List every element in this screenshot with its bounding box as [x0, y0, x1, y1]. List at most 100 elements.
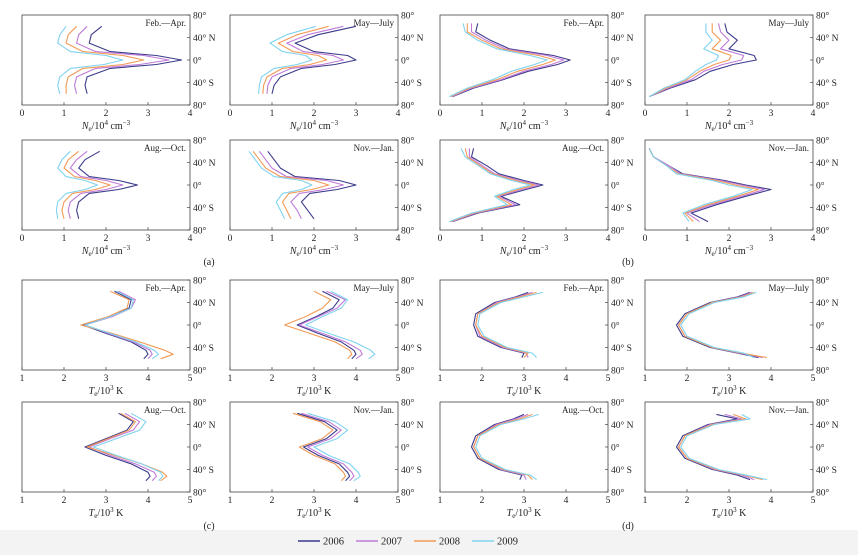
series-line-2007 [678, 291, 763, 359]
series-line-2006 [452, 23, 571, 98]
y-tick-label: 40° S [816, 203, 837, 214]
x-tick-label: 0 [228, 234, 233, 244]
y-tick-label: 40° S [193, 78, 214, 89]
y-tick-label: 0° [816, 56, 825, 67]
y-tick-label: 80° [816, 276, 830, 287]
x-tick-label: 5 [188, 374, 193, 384]
y-tick-label: 40° N [816, 33, 839, 44]
x-tick-label: 0 [228, 109, 233, 119]
y-tick-label: 40° S [816, 78, 837, 89]
y-tick-label: 80° [193, 101, 207, 112]
series-line-2007 [67, 150, 124, 219]
legend-label-2006: 2006 [323, 537, 344, 548]
y-tick-label: 0° [816, 321, 825, 332]
x-tick-label: 2 [685, 496, 690, 506]
y-tick-label: 40° S [816, 343, 837, 354]
y-tick-label: 40° S [611, 78, 632, 89]
x-tick-label: 1 [270, 234, 275, 244]
y-tick-label: 40° N [401, 158, 424, 169]
y-tick-label: 40° N [193, 298, 216, 309]
season-label: May—July [354, 283, 395, 293]
panel-frame [644, 279, 814, 371]
x-tick-label: 3 [146, 109, 151, 119]
x-tick-label: 2 [522, 234, 527, 244]
y-tick-label: 80° [401, 11, 415, 22]
series-line-2009 [680, 291, 757, 359]
series-line-2009 [449, 148, 531, 223]
x-axis-label: Ne​/104​ cm−3​ [81, 244, 131, 258]
y-tick-label: 0° [611, 181, 620, 192]
x-axis-label: Ne​/104​ cm−3​ [704, 244, 754, 258]
legend: 2006 2007 2008 2009 [298, 537, 518, 548]
season-label: Nov.—Jan. [354, 405, 394, 415]
x-tick-label: 3 [354, 109, 359, 119]
x-axis-label: Te​/103​ K [89, 384, 124, 398]
x-axis-label: Te​/103​ K [507, 384, 542, 398]
y-tick-label: 40° S [401, 465, 422, 476]
x-tick-label: 3 [769, 234, 774, 244]
x-tick-label: 3 [769, 109, 774, 119]
y-tick-label: 40° S [611, 343, 632, 354]
season-label: Nov.—Jan. [354, 143, 394, 153]
y-tick-label: 0° [193, 443, 202, 454]
x-tick-label: 3 [354, 234, 359, 244]
x-tick-label: 1 [643, 496, 648, 506]
series-line-2009 [248, 150, 313, 220]
x-tick-label: 4 [811, 234, 816, 244]
y-tick-label: 80° [611, 11, 625, 22]
x-tick-label: 4 [606, 109, 611, 119]
x-tick-label: 1 [62, 109, 67, 119]
y-tick-label: 80° [401, 488, 415, 499]
x-tick-label: 4 [146, 374, 151, 384]
y-tick-label: 40° N [193, 33, 216, 44]
x-tick-label: 1 [270, 109, 275, 119]
x-tick-label: 2 [480, 496, 485, 506]
season-label: Aug.—Oct. [562, 143, 604, 153]
x-tick-label: 1 [228, 374, 233, 384]
y-tick-label: 0° [816, 181, 825, 192]
x-tick-label: 3 [522, 496, 527, 506]
y-tick-label: 80° [401, 101, 415, 112]
y-tick-label: 80° [611, 488, 625, 499]
x-tick-label: 0 [643, 109, 648, 119]
series-line-2007 [258, 150, 344, 220]
x-tick-label: 2 [104, 109, 109, 119]
series-line-2008 [450, 148, 536, 223]
series-line-2009 [475, 413, 539, 481]
y-tick-label: 40° S [611, 203, 632, 214]
x-tick-label: 2 [685, 374, 690, 384]
x-axis-label: Te​/103​ K [89, 506, 124, 520]
group-label-d: (d) [622, 521, 634, 532]
series-line-2006 [82, 290, 149, 360]
y-tick-label: 80° [816, 101, 830, 112]
y-tick-label: 40° S [401, 203, 422, 214]
y-tick-label: 40° S [401, 78, 422, 89]
y-tick-label: 80° [401, 398, 415, 409]
x-tick-label: 3 [564, 109, 569, 119]
y-tick-label: 80° [401, 366, 415, 377]
x-tick-label: 4 [769, 374, 774, 384]
x-tick-label: 4 [188, 234, 193, 244]
series-line-2008 [678, 291, 767, 359]
legend-background [0, 530, 858, 555]
season-label: Nov.—Jan. [769, 405, 809, 415]
y-tick-label: 40° N [611, 158, 634, 169]
series-line-2009 [92, 412, 164, 482]
series-line-2008 [65, 25, 145, 94]
x-tick-label: 0 [20, 109, 25, 119]
y-tick-label: 80° [611, 136, 625, 147]
y-tick-label: 40° N [193, 158, 216, 169]
series-line-2007 [648, 23, 745, 98]
y-tick-label: 80° [193, 366, 207, 377]
series-line-2008 [80, 290, 174, 360]
y-tick-label: 0° [401, 443, 410, 454]
